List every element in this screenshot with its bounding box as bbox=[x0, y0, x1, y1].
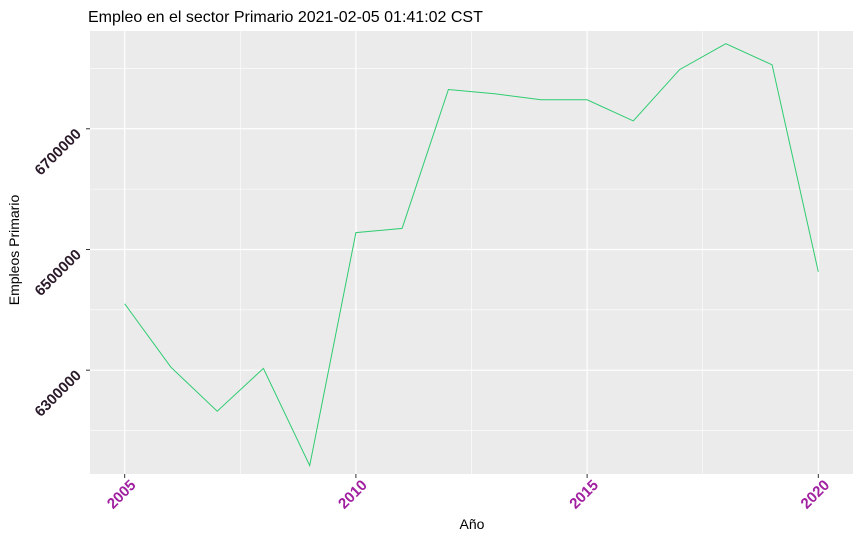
x-tick-label: 2015 bbox=[566, 477, 602, 513]
y-tick-labels: 6300000 6500000 6700000 bbox=[32, 126, 85, 421]
series-point bbox=[309, 465, 310, 466]
series-point bbox=[217, 411, 218, 412]
series-point bbox=[355, 232, 356, 233]
series-point bbox=[818, 271, 819, 272]
series-point bbox=[170, 367, 171, 368]
series-point bbox=[124, 303, 125, 304]
chart-title: Empleo en el sector Primario 2021-02-05 … bbox=[88, 9, 483, 26]
major-gridlines bbox=[90, 31, 853, 474]
series-point bbox=[725, 43, 726, 44]
x-tick-labels: 2005 2010 2015 2020 bbox=[104, 477, 833, 513]
series-point bbox=[494, 93, 495, 94]
series-point bbox=[402, 228, 403, 229]
y-tick-label: 6300000 bbox=[32, 367, 85, 420]
series-point bbox=[540, 99, 541, 100]
series-point bbox=[679, 69, 680, 70]
series-point bbox=[448, 89, 449, 90]
x-tick-label: 2010 bbox=[335, 477, 371, 513]
x-tick-label: 2005 bbox=[104, 477, 140, 513]
series-point bbox=[772, 64, 773, 65]
series-point bbox=[633, 120, 634, 121]
y-tick-label: 6500000 bbox=[32, 246, 85, 299]
series-point bbox=[587, 99, 588, 100]
minor-gridlines bbox=[90, 31, 853, 474]
series-line bbox=[124, 43, 819, 468]
x-tick-label: 2020 bbox=[798, 477, 834, 513]
y-tick-label: 6700000 bbox=[32, 126, 85, 179]
series-point bbox=[263, 368, 264, 369]
x-axis-title: Año bbox=[460, 516, 485, 532]
axis-ticks bbox=[86, 128, 819, 478]
y-axis-title: Empleos Primario bbox=[6, 195, 22, 306]
